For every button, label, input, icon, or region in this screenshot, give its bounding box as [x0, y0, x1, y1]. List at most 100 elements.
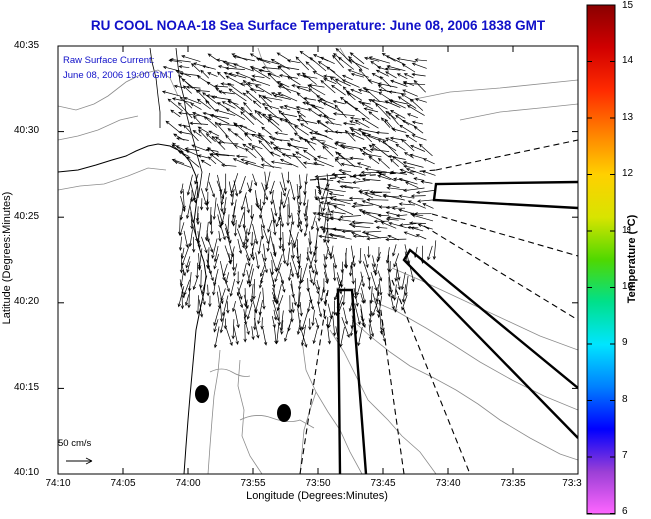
- current-vector: [334, 78, 351, 87]
- current-vector: [205, 100, 217, 112]
- current-vector: [333, 205, 354, 216]
- current-vector: [332, 112, 355, 117]
- current-vector: [361, 200, 381, 207]
- current-vector: [360, 271, 365, 288]
- current-vector: [251, 247, 255, 261]
- current-vector: [404, 152, 414, 159]
- current-vector: [177, 286, 185, 308]
- current-vector: [211, 135, 226, 150]
- current-vector: [185, 256, 191, 269]
- current-vector: [236, 228, 245, 249]
- current-vector: [193, 115, 202, 125]
- current-vector: [279, 181, 286, 197]
- current-vector: [320, 287, 325, 302]
- current-vector: [354, 107, 370, 120]
- current-vector: [329, 233, 352, 240]
- current-vector: [271, 137, 290, 142]
- current-vector: [309, 137, 326, 142]
- current-vector: [335, 326, 340, 342]
- current-vector: [326, 66, 344, 81]
- site-marker: [195, 385, 209, 403]
- current-vector: [377, 213, 390, 218]
- current-vector: [308, 252, 315, 270]
- current-vector: [278, 237, 283, 250]
- current-vector: [304, 138, 316, 151]
- current-vector: [251, 145, 264, 159]
- current-vector: [399, 223, 417, 227]
- current-vector: [341, 74, 353, 81]
- current-vector: [201, 64, 216, 70]
- current-vector: [398, 202, 416, 206]
- current-vector: [287, 223, 293, 247]
- current-vector: [314, 189, 318, 201]
- current-vector: [272, 147, 292, 159]
- current-vector: [385, 211, 399, 216]
- current-vector: [396, 57, 417, 63]
- current-vector: [260, 224, 265, 240]
- current-vector: [308, 83, 325, 88]
- current-vector: [281, 153, 301, 158]
- current-vector: [208, 181, 215, 198]
- current-vector: [316, 211, 334, 216]
- current-vector: [358, 68, 373, 85]
- current-vector: [246, 81, 262, 86]
- current-vector: [314, 246, 318, 264]
- current-vector: [269, 141, 282, 151]
- current-vector: [368, 324, 373, 341]
- current-vector: [351, 220, 374, 224]
- y-tick-label: 40:10: [14, 467, 40, 478]
- current-vector: [230, 206, 235, 225]
- current-vector: [349, 116, 361, 120]
- current-vector: [420, 245, 425, 265]
- current-vector: [306, 252, 315, 274]
- current-vector: [378, 88, 396, 93]
- current-vector: [333, 279, 343, 301]
- current-vector: [393, 284, 397, 301]
- current-vector: [249, 112, 264, 125]
- current-vector: [232, 263, 238, 277]
- current-vector: [189, 205, 195, 224]
- current-vector: [178, 130, 192, 135]
- current-vector: [228, 181, 234, 198]
- current-vector: [367, 246, 371, 259]
- current-vector: [387, 183, 400, 189]
- current-vector: [258, 94, 273, 110]
- current-vector: [298, 174, 303, 190]
- current-vector: [405, 134, 417, 143]
- current-vector: [336, 180, 352, 184]
- current-vector: [179, 96, 193, 109]
- current-vector: [311, 104, 329, 118]
- current-vector: [385, 247, 390, 264]
- current-vector: [366, 236, 388, 241]
- current-vector: [250, 133, 264, 141]
- current-vector: [240, 111, 255, 126]
- current-vector: [305, 61, 318, 73]
- current-vector: [252, 223, 259, 245]
- current-vector: [307, 287, 313, 304]
- current-vector: [413, 126, 424, 134]
- current-vector: [302, 191, 307, 207]
- current-vector: [329, 245, 334, 260]
- current-vector: [197, 154, 209, 159]
- current-vector: [179, 269, 185, 288]
- current-vector: [203, 115, 218, 128]
- current-vector: [298, 137, 317, 145]
- coastline: [58, 143, 207, 474]
- current-vector: [273, 94, 291, 100]
- current-vector: [282, 189, 290, 209]
- current-vector: [226, 214, 230, 236]
- current-vector: [382, 140, 399, 157]
- current-vector: [240, 106, 257, 121]
- current-vector: [337, 152, 356, 168]
- current-vector: [206, 191, 210, 206]
- current-vector: [199, 198, 204, 211]
- current-vector: [357, 100, 371, 105]
- current-vector: [301, 309, 309, 331]
- current-vector: [403, 73, 414, 79]
- current-vector: [396, 73, 408, 80]
- current-vector: [362, 261, 371, 281]
- current-vector: [281, 172, 287, 192]
- current-vector: [278, 109, 293, 125]
- current-vector: [350, 128, 362, 136]
- current-vector: [220, 188, 226, 206]
